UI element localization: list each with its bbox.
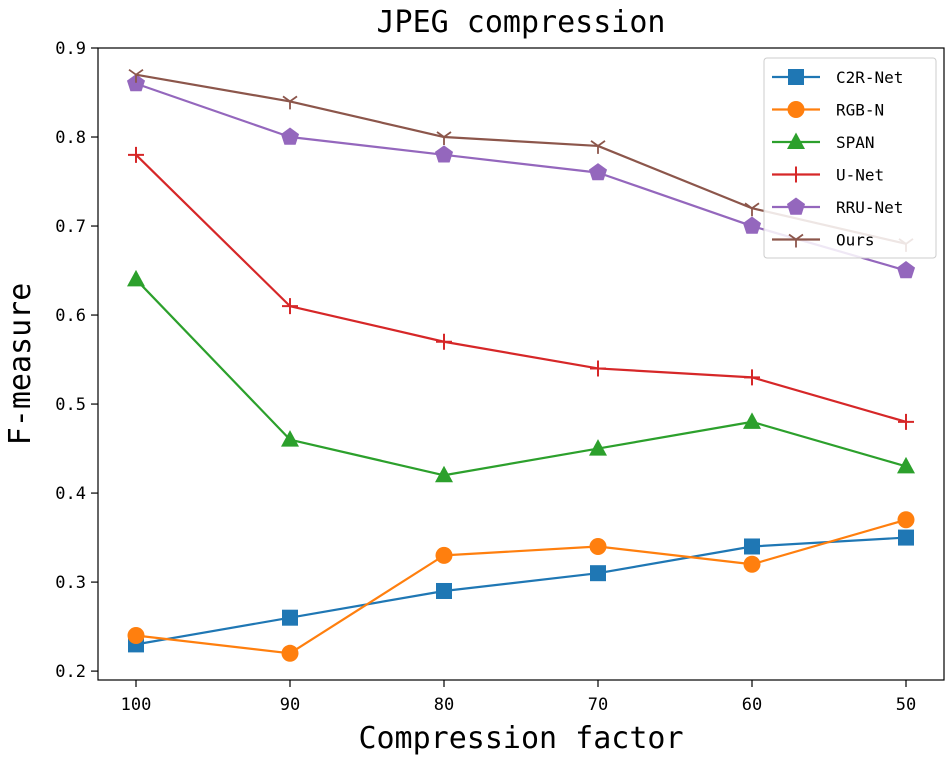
y-axis-label: F-measure [3, 283, 38, 446]
data-point-marker [434, 145, 454, 163]
x-tick-label: 100 [121, 695, 152, 715]
y-tick-label: 0.5 [55, 395, 86, 415]
data-point-marker [590, 360, 606, 377]
series-u-net [128, 146, 914, 430]
series-span [127, 269, 915, 483]
data-point-marker [590, 140, 606, 154]
data-point-marker [280, 127, 300, 145]
data-point-marker [436, 582, 452, 599]
data-point-marker [282, 95, 298, 110]
x-axis: 100 90 80 70 60 50 [121, 680, 916, 715]
data-point-marker [742, 216, 762, 234]
series-rgb-n [127, 511, 915, 662]
data-point-marker [897, 456, 915, 474]
data-point-marker [744, 538, 760, 555]
legend-marker [788, 69, 804, 85]
data-point-marker [897, 511, 915, 529]
data-point-marker [128, 68, 144, 83]
data-point-marker [435, 546, 453, 564]
legend-marker [786, 197, 806, 215]
series-line [135, 518, 907, 655]
legend-label: RRU-Net [836, 198, 903, 217]
series-line [135, 154, 907, 423]
legend-marker [788, 166, 804, 183]
y-tick-label: 0.2 [55, 662, 86, 682]
legend-label: U-Net [836, 166, 884, 185]
series-line [135, 536, 907, 646]
chart-title: JPEG compression [377, 5, 666, 40]
data-point-marker [282, 609, 298, 626]
data-point-marker [898, 529, 914, 546]
y-tick-label: 0.6 [55, 306, 86, 326]
y-tick-label: 0.3 [55, 573, 86, 593]
data-point-marker [590, 565, 606, 582]
data-point-marker [127, 626, 145, 644]
y-tick-label: 0.9 [55, 39, 86, 59]
x-tick-label: 60 [742, 695, 762, 715]
data-point-marker [896, 261, 916, 279]
legend-label: RGB-N [836, 101, 884, 120]
x-tick-label: 80 [434, 695, 454, 715]
data-point-marker [744, 202, 760, 217]
legend-item: U-Net [772, 166, 884, 185]
data-point-marker [128, 146, 144, 163]
legend-label: C2R-Net [836, 68, 903, 87]
data-point-marker [898, 413, 914, 430]
data-point-marker [281, 430, 299, 447]
legend-label: Ours [836, 231, 875, 250]
legend-frame [763, 57, 937, 259]
data-point-marker [589, 537, 607, 555]
legend-marker [788, 233, 804, 248]
legend-item: C2R-Net [772, 68, 903, 87]
y-tick-label: 0.8 [55, 128, 86, 148]
x-tick-label: 70 [588, 695, 608, 715]
data-point-marker [588, 163, 608, 181]
data-point-marker [281, 644, 299, 662]
legend-item: SPAN [772, 132, 875, 152]
legend: C2R-Net RGB-N SPAN U-Net RRU-Net Ours [763, 57, 937, 259]
x-tick-label: 50 [896, 695, 916, 715]
data-point-marker [435, 465, 453, 483]
y-axis: 0.2 0.3 0.4 0.5 0.6 0.7 0.8 0.9 [55, 39, 98, 682]
x-tick-label: 90 [280, 695, 300, 715]
y-tick-label: 0.4 [55, 484, 86, 504]
data-point-marker [127, 269, 145, 287]
x-axis-label: Compression factor [358, 721, 683, 756]
legend-item: RGB-N [772, 101, 884, 120]
legend-marker [787, 132, 805, 149]
legend-item: Ours [772, 231, 875, 250]
data-point-marker [744, 369, 760, 386]
series-line [135, 278, 907, 477]
legend-item: RRU-Net [772, 197, 903, 217]
data-point-marker [436, 333, 452, 350]
data-point-marker [743, 555, 761, 573]
series-c2r-net [128, 529, 914, 653]
data-point-marker [282, 298, 298, 315]
data-point-marker [589, 439, 607, 456]
data-point-marker [436, 131, 452, 146]
y-tick-label: 0.7 [55, 217, 86, 237]
data-point-marker [743, 412, 761, 429]
legend-marker [787, 101, 805, 118]
plot-area-frame [97, 47, 945, 681]
legend-label: SPAN [836, 133, 875, 152]
